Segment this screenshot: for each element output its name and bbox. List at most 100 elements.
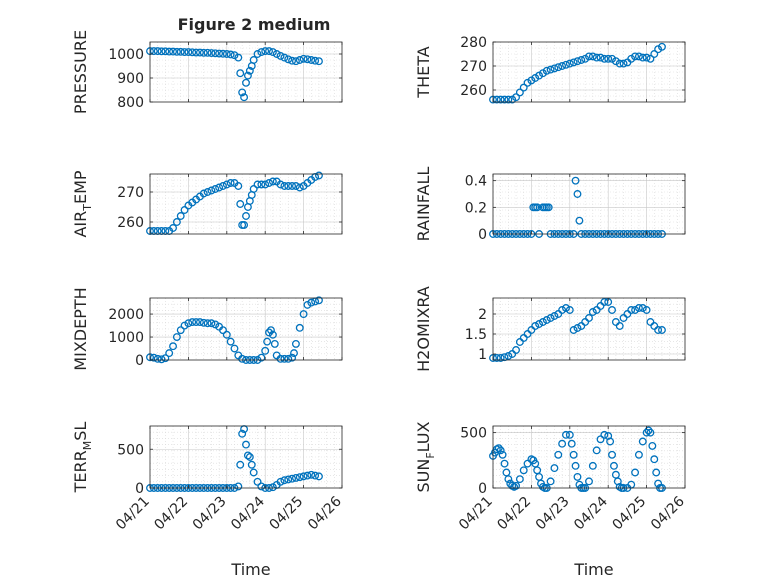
data-point — [658, 42, 666, 51]
data-point — [188, 48, 197, 57]
data-point — [238, 88, 247, 97]
y-tick-label: 270 — [460, 59, 487, 75]
data-point — [498, 450, 507, 459]
data-point — [236, 460, 245, 469]
data-point — [658, 326, 666, 334]
data-point — [504, 352, 513, 360]
data-point — [149, 353, 158, 362]
data-point — [192, 48, 201, 57]
data-point — [295, 323, 304, 332]
data-point — [276, 51, 285, 60]
y-tick-label: 500 — [460, 426, 487, 442]
data-point — [222, 330, 231, 339]
data-point — [261, 47, 270, 56]
data-point — [631, 468, 640, 477]
data-point — [219, 49, 227, 58]
data-point — [550, 464, 559, 473]
data-point — [253, 180, 262, 189]
data-point — [512, 481, 520, 490]
data-point — [284, 55, 293, 64]
axes-box — [149, 173, 343, 235]
data-point — [192, 318, 201, 327]
data-series — [489, 298, 666, 362]
data-point — [249, 185, 258, 193]
data-point — [496, 354, 505, 362]
data-point — [276, 354, 285, 363]
data-point — [280, 182, 289, 190]
data-point — [176, 212, 185, 220]
data-point — [299, 310, 308, 319]
x-axis-label-right: Time — [573, 560, 613, 579]
data-point — [515, 475, 524, 484]
data-point — [496, 446, 505, 455]
data-point — [295, 56, 304, 64]
subplot-6: 1 1.5 2 H2OMIXRA — [414, 286, 686, 372]
data-point — [234, 482, 243, 491]
data-point — [195, 48, 204, 57]
y-axis-label: PRESSURE — [71, 30, 90, 114]
data-point — [492, 95, 501, 104]
data-point — [272, 50, 281, 58]
data-point — [291, 339, 300, 348]
data-point — [284, 354, 293, 363]
data-point — [619, 59, 628, 68]
data-point — [267, 326, 275, 335]
axes-box — [149, 297, 343, 361]
axes-box — [492, 173, 686, 235]
data-point — [290, 349, 298, 358]
data-point — [295, 473, 304, 482]
data-point — [153, 47, 162, 56]
major-grid — [150, 298, 342, 360]
data-point — [236, 200, 245, 208]
data-point — [654, 326, 663, 334]
data-point — [268, 330, 277, 339]
data-point — [638, 53, 647, 62]
data-point — [496, 95, 505, 104]
y-axis-label: MIXDEPTH — [71, 287, 90, 370]
data-point — [199, 189, 208, 198]
data-point — [608, 450, 616, 459]
data-point — [519, 466, 528, 475]
data-point — [573, 472, 582, 481]
data-point — [242, 212, 250, 220]
data-point — [588, 461, 597, 470]
data-point — [615, 59, 624, 68]
data-point — [265, 47, 273, 56]
data-point — [307, 298, 316, 307]
data-point — [257, 353, 266, 362]
data-point — [203, 188, 212, 196]
minor-grid — [493, 298, 685, 360]
data-point — [245, 453, 254, 461]
data-point — [523, 459, 532, 468]
data-point — [519, 83, 528, 92]
data-point — [161, 354, 170, 363]
y-tick-label: 260 — [460, 83, 487, 99]
y-axis-label: H2OMIXRA — [414, 286, 433, 372]
data-point — [542, 316, 551, 324]
data-point — [650, 50, 659, 58]
y-tick-label: 900 — [117, 71, 144, 87]
data-point — [249, 56, 258, 64]
data-point — [242, 78, 250, 87]
data-point — [291, 182, 300, 190]
y-axis-label: RAINFALL — [414, 167, 433, 242]
data-point — [588, 308, 597, 316]
data-point — [149, 47, 158, 56]
data-point — [253, 50, 262, 58]
y-tick-label: 800 — [117, 95, 144, 111]
axes-box — [149, 425, 343, 489]
data-point — [644, 426, 653, 435]
data-point — [558, 439, 567, 448]
data-point — [604, 54, 613, 63]
data-point — [535, 320, 544, 328]
data-point — [638, 304, 647, 312]
data-point — [642, 53, 651, 62]
data-point — [575, 216, 584, 225]
data-point — [184, 48, 193, 57]
data-point — [631, 52, 640, 61]
data-point — [565, 59, 574, 68]
y-tick-label: 280 — [460, 35, 487, 51]
data-point — [276, 477, 285, 486]
data-point — [172, 218, 181, 226]
y-tick-label: 1.5 — [465, 327, 487, 343]
